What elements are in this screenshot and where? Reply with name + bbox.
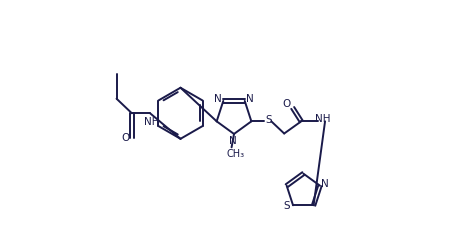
Text: N: N [246, 94, 254, 104]
Text: S: S [265, 115, 272, 125]
Text: NH: NH [315, 114, 330, 124]
Text: N: N [322, 180, 329, 189]
Text: CH₃: CH₃ [226, 149, 244, 159]
Text: S: S [284, 201, 290, 212]
Text: O: O [282, 99, 291, 109]
Text: NH: NH [143, 117, 159, 127]
Text: N: N [214, 94, 222, 104]
Text: O: O [121, 133, 129, 143]
Text: N: N [229, 136, 237, 146]
